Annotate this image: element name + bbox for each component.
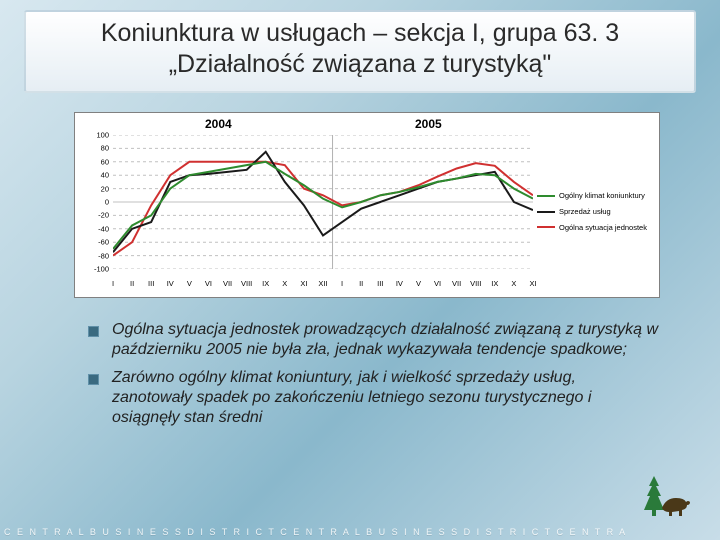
legend-row: Ogólny klimat koniunktury (537, 191, 655, 201)
legend-swatch (537, 195, 555, 197)
x-tick: VII (223, 279, 232, 288)
y-tick: 0 (105, 198, 109, 207)
y-tick: 100 (96, 131, 109, 140)
x-tick: IX (491, 279, 498, 288)
footer-logo (632, 474, 692, 518)
x-tick: II (359, 279, 363, 288)
chart-plot (113, 135, 533, 269)
x-tick: II (130, 279, 134, 288)
x-tick: XII (318, 279, 327, 288)
y-tick: 40 (101, 171, 109, 180)
slide-root: Koniunktura w usługach – sekcja I, grupa… (0, 0, 720, 540)
x-tick: X (511, 279, 516, 288)
legend-swatch (537, 226, 555, 228)
chart-x-axis: IIIIIIIVVVIVIIVIIIIXXXIXIIIIIIIIIVVVIVII… (113, 279, 533, 293)
bison-icon (662, 498, 690, 516)
x-tick: XI (300, 279, 307, 288)
x-tick: I (341, 279, 343, 288)
x-tick: VII (452, 279, 461, 288)
x-tick: V (416, 279, 421, 288)
x-tick: VI (434, 279, 441, 288)
legend-label: Ogólny klimat koniunktury (559, 191, 645, 201)
x-tick: IV (396, 279, 403, 288)
year-2004: 2004 (205, 117, 232, 131)
slide-title: Koniunktura w usługach – sekcja I, grupa… (50, 18, 670, 81)
y-tick: -80 (98, 251, 109, 260)
legend-label: Ogólna sytuacja jednostek (559, 223, 647, 233)
x-tick: V (187, 279, 192, 288)
chart-card: 2004 2005 -100 -80 -60 -40 -20 0 20 40 60 80 100 O… (74, 112, 660, 298)
x-tick: X (282, 279, 287, 288)
x-tick: III (377, 279, 383, 288)
tree-icon (644, 476, 664, 516)
x-tick: XI (529, 279, 536, 288)
y-tick: -20 (98, 211, 109, 220)
legend-swatch (537, 211, 555, 213)
x-tick: VIII (241, 279, 252, 288)
y-tick: 20 (101, 184, 109, 193)
y-tick: 60 (101, 157, 109, 166)
x-tick: I (112, 279, 114, 288)
x-tick: VIII (470, 279, 481, 288)
bullet-item: Ogólna sytuacja jednostek prowadzących d… (88, 320, 660, 360)
title-band: Koniunktura w usługach – sekcja I, grupa… (24, 10, 696, 93)
y-tick: -60 (98, 238, 109, 247)
x-tick: III (148, 279, 154, 288)
year-2005: 2005 (415, 117, 442, 131)
x-tick: IV (167, 279, 174, 288)
legend-row: Ogólna sytuacja jednostek (537, 223, 655, 233)
x-tick: VI (205, 279, 212, 288)
footer-strip: C E N T R A L B U S I N E S S D I S T R … (0, 524, 720, 540)
chart-svg (113, 135, 533, 269)
y-tick: -40 (98, 224, 109, 233)
chart-legend: Ogólny klimat koniunktury Sprzedaż usług O… (537, 191, 655, 238)
chart-y-axis: -100-80-60-40-20020406080100 (75, 135, 111, 269)
legend-label: Sprzedaż usług (559, 207, 611, 217)
y-tick: 80 (101, 144, 109, 153)
bullet-item: Zarówno ogólny klimat koniuntury, jak i … (88, 368, 660, 428)
x-tick: IX (262, 279, 269, 288)
y-tick: -100 (94, 265, 109, 274)
legend-row: Sprzedaż usług (537, 207, 655, 217)
bullet-list: Ogólna sytuacja jednostek prowadzących d… (88, 320, 660, 436)
